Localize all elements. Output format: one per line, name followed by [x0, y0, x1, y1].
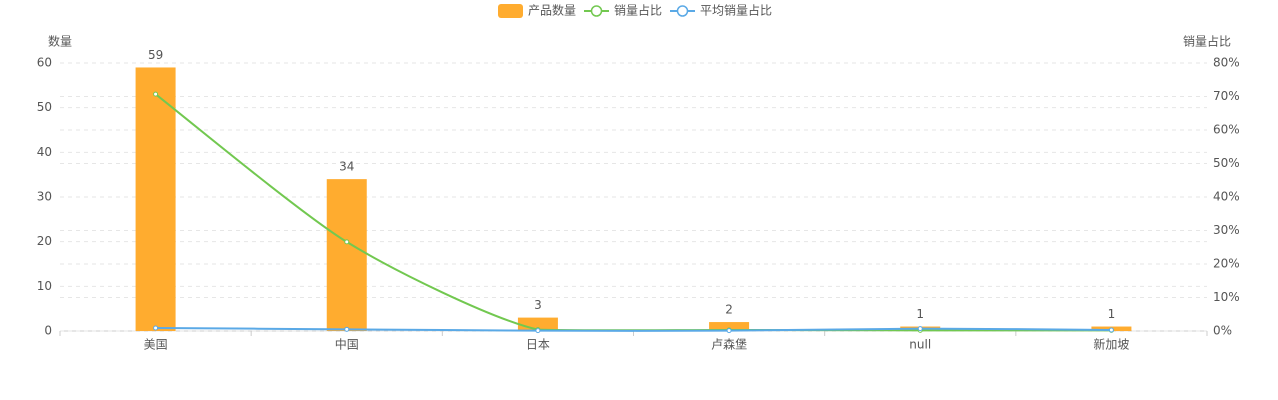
x-tick-label: 卢森堡: [711, 337, 747, 352]
line: [155, 326, 1112, 332]
legend-swatch: [590, 5, 603, 17]
data-label: 2: [725, 303, 733, 317]
legend-label: 平均销量占比: [700, 3, 772, 18]
data-label: 59: [148, 48, 163, 62]
x-tick-label: null: [909, 338, 931, 352]
y2-tick-label: 70%: [1213, 89, 1240, 103]
y2-tick-label: 40%: [1213, 190, 1240, 204]
y2-axis-name: 销量占比: [1183, 34, 1231, 49]
line-point: [344, 326, 350, 332]
legend-swatch: [498, 4, 523, 18]
bar: [135, 67, 176, 331]
line-point: [726, 328, 732, 334]
line-point: [1108, 327, 1114, 333]
y-tick-label: 20: [37, 234, 52, 248]
x-tick-label: 新加坡: [1093, 337, 1129, 352]
y2-tick-label: 30%: [1213, 223, 1240, 237]
x-tick-label: 美国: [144, 338, 168, 352]
y-tick-label: 30: [37, 190, 52, 204]
y2-tick-label: 10%: [1213, 290, 1240, 304]
data-label: 3: [534, 298, 542, 312]
line-point: [917, 326, 923, 332]
legend-label: 产品数量: [528, 3, 576, 18]
y2-tick-label: 20%: [1213, 257, 1240, 271]
data-label: 1: [1108, 307, 1116, 321]
x-tick-label: 日本: [526, 338, 550, 352]
y-tick-label: 0: [44, 324, 52, 338]
legend-label: 销量占比: [614, 3, 662, 18]
data-label: 34: [339, 160, 354, 174]
y2-tick-label: 50%: [1213, 156, 1240, 170]
bar: [709, 322, 750, 331]
line-point: [153, 91, 159, 97]
x-tick-label: 中国: [335, 337, 359, 352]
line-point: [535, 328, 541, 334]
y-tick-label: 40: [37, 145, 52, 159]
y2-tick-label: 0%: [1213, 324, 1232, 338]
y-tick-label: 50: [37, 100, 52, 114]
y2-tick-label: 80%: [1213, 56, 1240, 70]
line: [154, 93, 1112, 332]
y-tick-label: 10: [37, 279, 52, 293]
bar: [326, 179, 367, 331]
line-point: [153, 325, 159, 331]
data-label: 1: [916, 307, 924, 321]
y-axis-name: 数量: [48, 34, 72, 49]
line-point: [344, 239, 350, 245]
y2-tick-label: 60%: [1213, 123, 1240, 137]
legend-swatch: [676, 5, 689, 17]
y-tick-label: 60: [37, 56, 52, 70]
